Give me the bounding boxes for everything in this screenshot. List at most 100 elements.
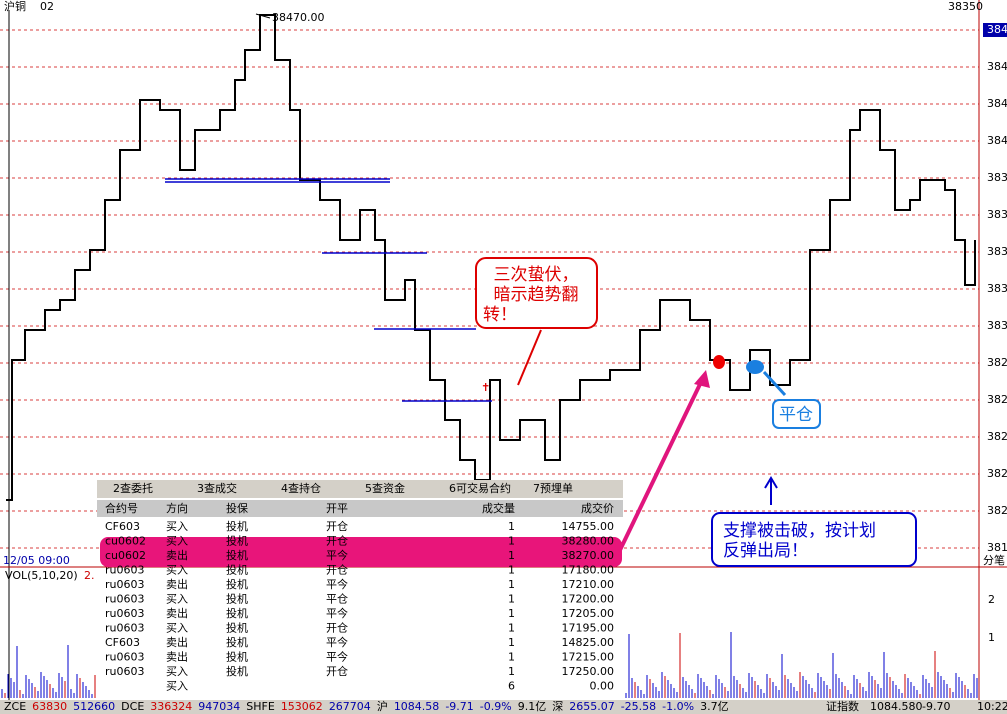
table-cell: CF603 (105, 520, 140, 533)
status-item: -9.71 (445, 700, 473, 713)
table-cell: ru0603 (105, 665, 145, 678)
table-cell: 1 (508, 651, 515, 664)
price-label: 383 (987, 282, 1007, 295)
table-cell: 1 (508, 665, 515, 678)
tab[interactable]: 2查委托 (113, 481, 153, 495)
price-label: 382 (987, 467, 1007, 480)
status-item: 1084.58 (394, 700, 440, 713)
table-cell: 平今 (326, 577, 348, 591)
callout-text: 暗示趋势翻 (494, 285, 579, 305)
status-item: 沪 (377, 699, 388, 713)
table-cell: 投机 (226, 519, 248, 533)
table-cell: cu0602 (105, 549, 146, 562)
table-cell: cu0602 (105, 535, 146, 548)
table-cell: 1 (508, 520, 515, 533)
status-bar (0, 700, 1007, 714)
price-trace (6, 14, 976, 501)
table-cell: 平今 (326, 548, 348, 562)
status-item: 深 (552, 700, 563, 713)
table-cell: 38280.00 (562, 535, 615, 548)
tab[interactable]: 4查持仓 (281, 481, 321, 495)
table-cell: 买入 (166, 593, 188, 606)
tab[interactable]: 5查资金 (365, 481, 405, 495)
status-item: -0.9% (480, 700, 512, 713)
symbol: 沪铜 (4, 0, 26, 13)
column-header: 合约号 (105, 501, 138, 515)
price-box (983, 23, 1007, 37)
table-cell: 平今 (326, 606, 348, 620)
pink-arrow (618, 377, 705, 551)
status-item: 947034 (198, 700, 240, 713)
tab[interactable]: 6可交易合约 (449, 481, 511, 495)
support-text: 支撑被击破，按计划 (723, 521, 876, 541)
table-cell: 投机 (226, 621, 248, 635)
table-cell: 卖出 (166, 635, 188, 649)
exit-arrow (762, 370, 787, 397)
callout-arrow (517, 329, 542, 386)
volume-bars: 21 (1, 593, 995, 698)
price-label: 382 (987, 504, 1007, 517)
support-lines (165, 178, 492, 402)
support-box (711, 512, 917, 567)
table-cell: 卖出 (166, 650, 188, 664)
table-cell: 6 (508, 680, 515, 693)
table-cell: 平今 (326, 650, 348, 664)
table-cell: 卖出 (166, 606, 188, 620)
table-cell: 14755.00 (562, 520, 615, 533)
status-item: 3.7亿 (700, 700, 729, 713)
status-time: 10:22 (977, 700, 1007, 713)
table-cell: 投机 (226, 592, 248, 606)
table-cell: 买入 (166, 564, 188, 577)
table-cell: 开仓 (326, 563, 348, 577)
table-cell: 平仓 (326, 592, 348, 606)
code: 02 (40, 0, 54, 13)
tab[interactable]: 3查成交 (197, 481, 237, 495)
column-header: 成交价 (581, 501, 614, 515)
table-cell: ru0603 (105, 593, 145, 606)
table-cell: 买入 (166, 622, 188, 635)
right-price: 38350 (948, 0, 983, 13)
status-right: 1084.580 (870, 700, 923, 713)
support-text: 反弹出局！ (723, 541, 808, 561)
table-cell: 17205.00 (562, 607, 615, 620)
tab-bar (97, 480, 623, 498)
table-cell: ru0603 (105, 607, 145, 620)
status-item: 2655.07 (569, 700, 615, 713)
status-right: -9.70 (922, 700, 950, 713)
column-header: 成交量 (482, 501, 515, 515)
close-box (772, 399, 821, 429)
status-item: 336324 (150, 700, 192, 713)
price-label: 384 (987, 60, 1007, 73)
table-cell: 投机 (226, 606, 248, 620)
table-cell: 17215.00 (562, 651, 615, 664)
table-cell: 平今 (326, 635, 348, 649)
table-cell: 1 (508, 607, 515, 620)
table-cell: 1 (508, 549, 515, 562)
table-cell: 1 (508, 578, 515, 591)
table-cell: 1 (508, 593, 515, 606)
status-items: ZCE 63830 512660 DCE 336324 947034 SHFE 153062 2… (4, 699, 1007, 713)
tab[interactable]: 7预埋单 (533, 482, 573, 495)
status-item: -25.58 (621, 700, 656, 713)
table-cell: ru0603 (105, 578, 145, 591)
price-label: 384 (987, 134, 1007, 147)
table-cell: 投机 (226, 548, 248, 562)
status-item: -1.0% (662, 700, 694, 713)
up-arrowhead (764, 476, 778, 489)
status-item: 512660 (73, 700, 115, 713)
column-header: 方向 (166, 501, 188, 515)
time-label: 12/05 09:00 (3, 554, 70, 567)
close-text: 平仓 (779, 405, 813, 425)
table-cell: 1 (508, 535, 515, 548)
table-cell: 38270.00 (562, 549, 615, 562)
price-label: 383 (987, 208, 1007, 221)
table-cell: ru0603 (105, 564, 145, 577)
table-cell: 卖出 (166, 548, 188, 562)
cross: ✝ (481, 381, 490, 394)
table-cell: 投机 (226, 635, 248, 649)
table-cell: 开仓 (326, 519, 348, 533)
exit-dot (746, 360, 764, 374)
table-cell: 开仓 (326, 664, 348, 678)
right-tab: 分笔 (983, 553, 1005, 567)
